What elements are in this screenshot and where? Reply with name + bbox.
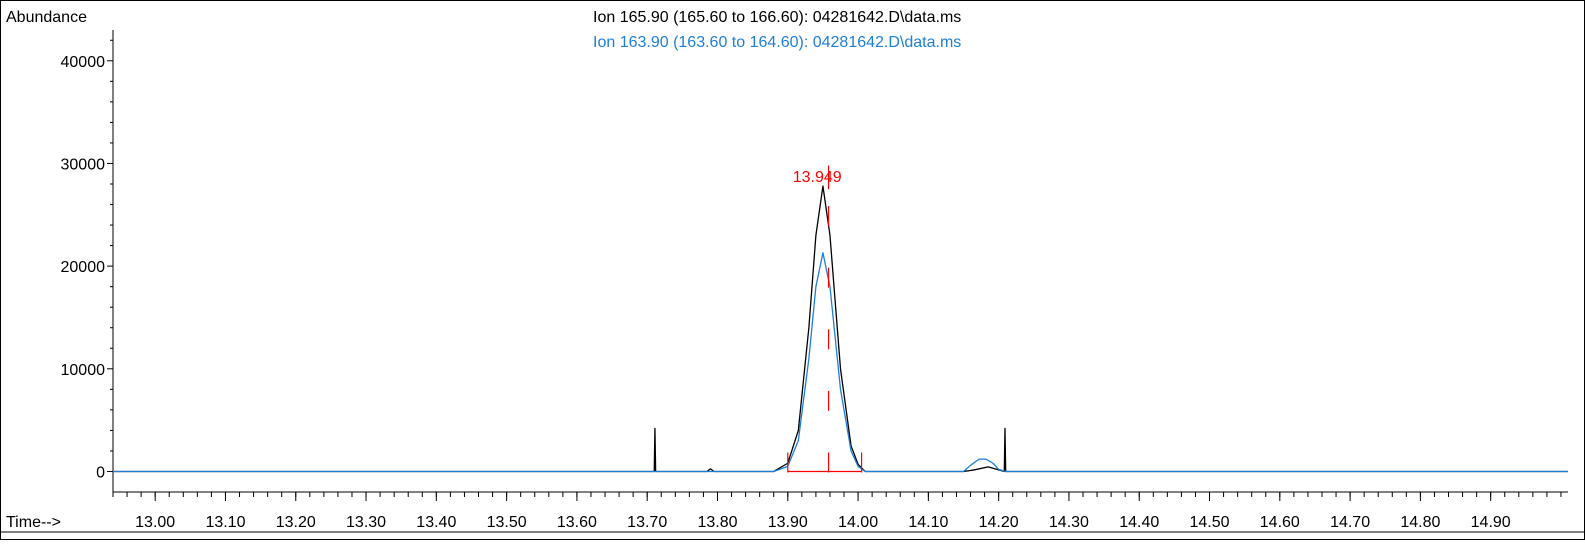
x-tick-label: 14.50 <box>1189 514 1229 531</box>
x-tick-label: 13.00 <box>135 514 175 531</box>
x-tick-label: 13.20 <box>276 514 316 531</box>
x-tick-label: 13.40 <box>416 514 456 531</box>
integration-marks <box>787 165 863 473</box>
x-tick-label: 13.10 <box>205 514 245 531</box>
y-tick-label: 0 <box>96 464 105 481</box>
y-axis-label: Abundance <box>6 9 87 26</box>
y-tick-label: 20000 <box>61 259 106 276</box>
x-tick-label: 14.10 <box>908 514 948 531</box>
y-ticks: 0 10000 20000 30000 40000 <box>61 39 113 481</box>
x-tick-label: 13.50 <box>487 514 527 531</box>
x-tick-label: 13.60 <box>557 514 597 531</box>
y-tick-label: 40000 <box>61 54 106 71</box>
ion2-title: Ion 163.90 (163.60 to 164.60): 04281642.… <box>593 34 961 51</box>
x-tick-label: 13.90 <box>768 514 808 531</box>
x-tick-label: 14.70 <box>1330 514 1370 531</box>
y-tick-label: 30000 <box>61 156 106 173</box>
y-tick-label: 10000 <box>61 362 106 379</box>
x-minor-ticks <box>112 492 1562 497</box>
x-ticks: 13.00 13.10 13.20 13.30 13.40 13.50 13.60 13.70… <box>135 492 1511 531</box>
peak-retention-time-label: 13.949 <box>793 169 842 186</box>
ion-163-90-trace <box>113 252 1568 473</box>
x-axis-label: Time--> <box>6 514 61 531</box>
ion-165-90-trace <box>113 185 1568 473</box>
series-layer <box>113 185 1568 473</box>
x-tick-label: 14.40 <box>1119 514 1159 531</box>
x-tick-label: 14.90 <box>1471 514 1511 531</box>
x-tick-label: 13.70 <box>627 514 667 531</box>
x-tick-label: 14.60 <box>1260 514 1300 531</box>
x-tick-label: 14.00 <box>838 514 878 531</box>
x-tick-label: 14.80 <box>1400 514 1440 531</box>
x-tick-label: 13.30 <box>346 514 386 531</box>
x-tick-label: 13.80 <box>697 514 737 531</box>
x-tick-label: 14.30 <box>1049 514 1089 531</box>
x-tick-label: 14.20 <box>979 514 1019 531</box>
ion1-title: Ion 165.90 (165.60 to 166.60): 04281642.… <box>593 9 961 26</box>
